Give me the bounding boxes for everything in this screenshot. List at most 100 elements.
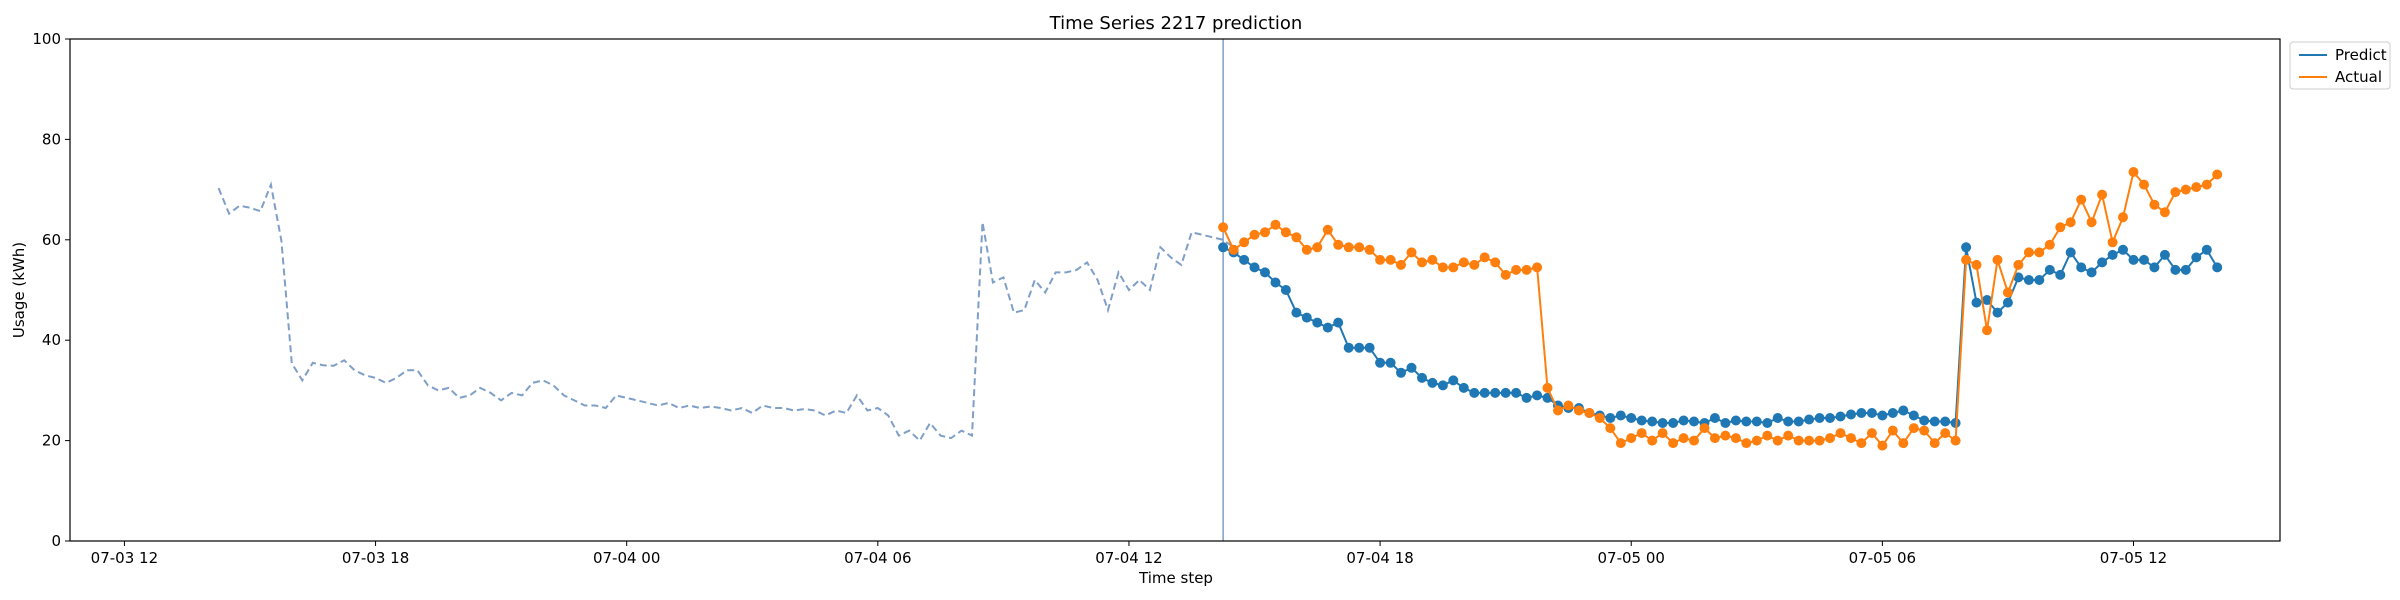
actual-point-47 (1709, 433, 1720, 444)
predict-point-84 (2097, 257, 2108, 268)
predict-point-47 (1709, 413, 1720, 423)
actual-point-23 (1458, 257, 1469, 268)
predict-point-63 (1877, 410, 1888, 421)
x-tick-label-8: 07-05 12 (2100, 549, 2167, 567)
x-tick-label-3: 07-04 06 (844, 549, 911, 567)
predict-point-88 (2139, 254, 2149, 265)
predict-point-59 (1835, 411, 1846, 422)
predict-point-5 (1270, 277, 1281, 288)
actual-point-82 (2076, 194, 2087, 205)
actual-point-68 (1929, 438, 1940, 449)
predict-point-81 (2065, 247, 2076, 258)
actual-point-30 (1532, 262, 1543, 273)
legend-label-predict: Predict (2335, 46, 2387, 64)
predict-point-11 (1333, 317, 1344, 328)
predict-point-56 (1804, 414, 1815, 425)
predict-point-6 (1280, 285, 1291, 295)
predict-point-2 (1239, 254, 1250, 265)
predict-point-27 (1500, 387, 1511, 398)
predict-point-68 (1929, 416, 1940, 427)
actual-point-29 (1521, 264, 1532, 275)
predict-point-92 (2180, 264, 2191, 275)
y-tick-label-5: 100 (32, 30, 61, 48)
actual-point-26 (1490, 257, 1501, 268)
actual-point-39 (1626, 433, 1637, 444)
actual-point-56 (1804, 435, 1815, 446)
actual-point-91 (2170, 187, 2181, 198)
actual-point-92 (2180, 184, 2191, 195)
predict-point-51 (1751, 416, 1762, 427)
actual-point-94 (2201, 179, 2212, 190)
x-tick-label-5: 07-04 18 (1346, 549, 1413, 567)
actual-point-0 (1218, 222, 1229, 233)
predict-point-15 (1375, 357, 1386, 368)
actual-point-27 (1500, 269, 1511, 280)
actual-point-65 (1898, 438, 1909, 449)
actual-point-6 (1280, 227, 1291, 238)
predict-point-53 (1772, 413, 1783, 423)
actual-point-48 (1720, 430, 1731, 441)
actual-point-46 (1699, 423, 1710, 434)
predict-point-9 (1312, 317, 1323, 328)
predict-point-14 (1364, 342, 1375, 353)
predict-point-72 (1971, 297, 1982, 308)
actual-point-42 (1657, 428, 1668, 439)
predict-point-24 (1469, 387, 1480, 398)
predict-point-50 (1741, 416, 1752, 427)
predict-point-44 (1678, 415, 1689, 426)
predict-point-94 (2201, 244, 2212, 255)
actual-point-64 (1887, 425, 1898, 436)
predict-point-25 (1479, 387, 1490, 398)
actual-point-45 (1689, 435, 1699, 446)
actual-point-66 (1908, 423, 1919, 434)
predict-point-43 (1668, 418, 1679, 428)
predict-point-78 (2034, 275, 2045, 285)
actual-point-34 (1573, 405, 1584, 416)
actual-point-90 (2159, 207, 2170, 218)
actual-point-10 (1322, 224, 1333, 235)
actual-point-69 (1940, 428, 1951, 439)
actual-point-28 (1511, 264, 1522, 275)
predict-point-87 (2128, 254, 2139, 265)
actual-point-21 (1437, 262, 1448, 273)
legend-label-actual: Actual (2335, 68, 2382, 86)
actual-point-7 (1291, 232, 1302, 243)
predict-point-39 (1626, 413, 1637, 423)
predict-point-58 (1825, 413, 1835, 423)
actual-point-63 (1877, 440, 1888, 451)
actual-point-41 (1647, 435, 1658, 446)
actual-point-53 (1772, 435, 1783, 446)
predict-point-95 (2212, 262, 2223, 273)
predict-point-67 (1919, 415, 1930, 426)
x-tick-label-1: 07-03 18 (342, 549, 409, 567)
actual-point-70 (1950, 435, 1961, 446)
predict-point-37 (1605, 413, 1616, 423)
actual-point-19 (1417, 257, 1427, 268)
actual-point-57 (1814, 435, 1825, 446)
actual-point-93 (2191, 182, 2202, 193)
actual-point-16 (1385, 254, 1396, 265)
predict-point-70 (1950, 418, 1961, 428)
predict-point-7 (1291, 307, 1302, 318)
predict-point-45 (1689, 416, 1699, 427)
predict-point-19 (1417, 372, 1427, 383)
actual-point-44 (1678, 433, 1689, 444)
actual-point-18 (1406, 247, 1417, 258)
actual-point-49 (1730, 433, 1741, 444)
predict-point-17 (1396, 367, 1406, 378)
predict-point-48 (1720, 418, 1731, 428)
actual-point-78 (2034, 247, 2045, 258)
predict-point-42 (1657, 418, 1668, 428)
predict-point-26 (1490, 387, 1501, 398)
predict-point-57 (1814, 413, 1825, 423)
actual-point-20 (1427, 254, 1438, 265)
actual-point-33 (1563, 400, 1574, 411)
predict-point-75 (2002, 297, 2013, 308)
predict-point-80 (2055, 269, 2066, 280)
actual-point-67 (1919, 425, 1930, 436)
actual-point-43 (1668, 438, 1679, 449)
actual-point-37 (1605, 423, 1616, 434)
actual-point-60 (1846, 433, 1856, 444)
